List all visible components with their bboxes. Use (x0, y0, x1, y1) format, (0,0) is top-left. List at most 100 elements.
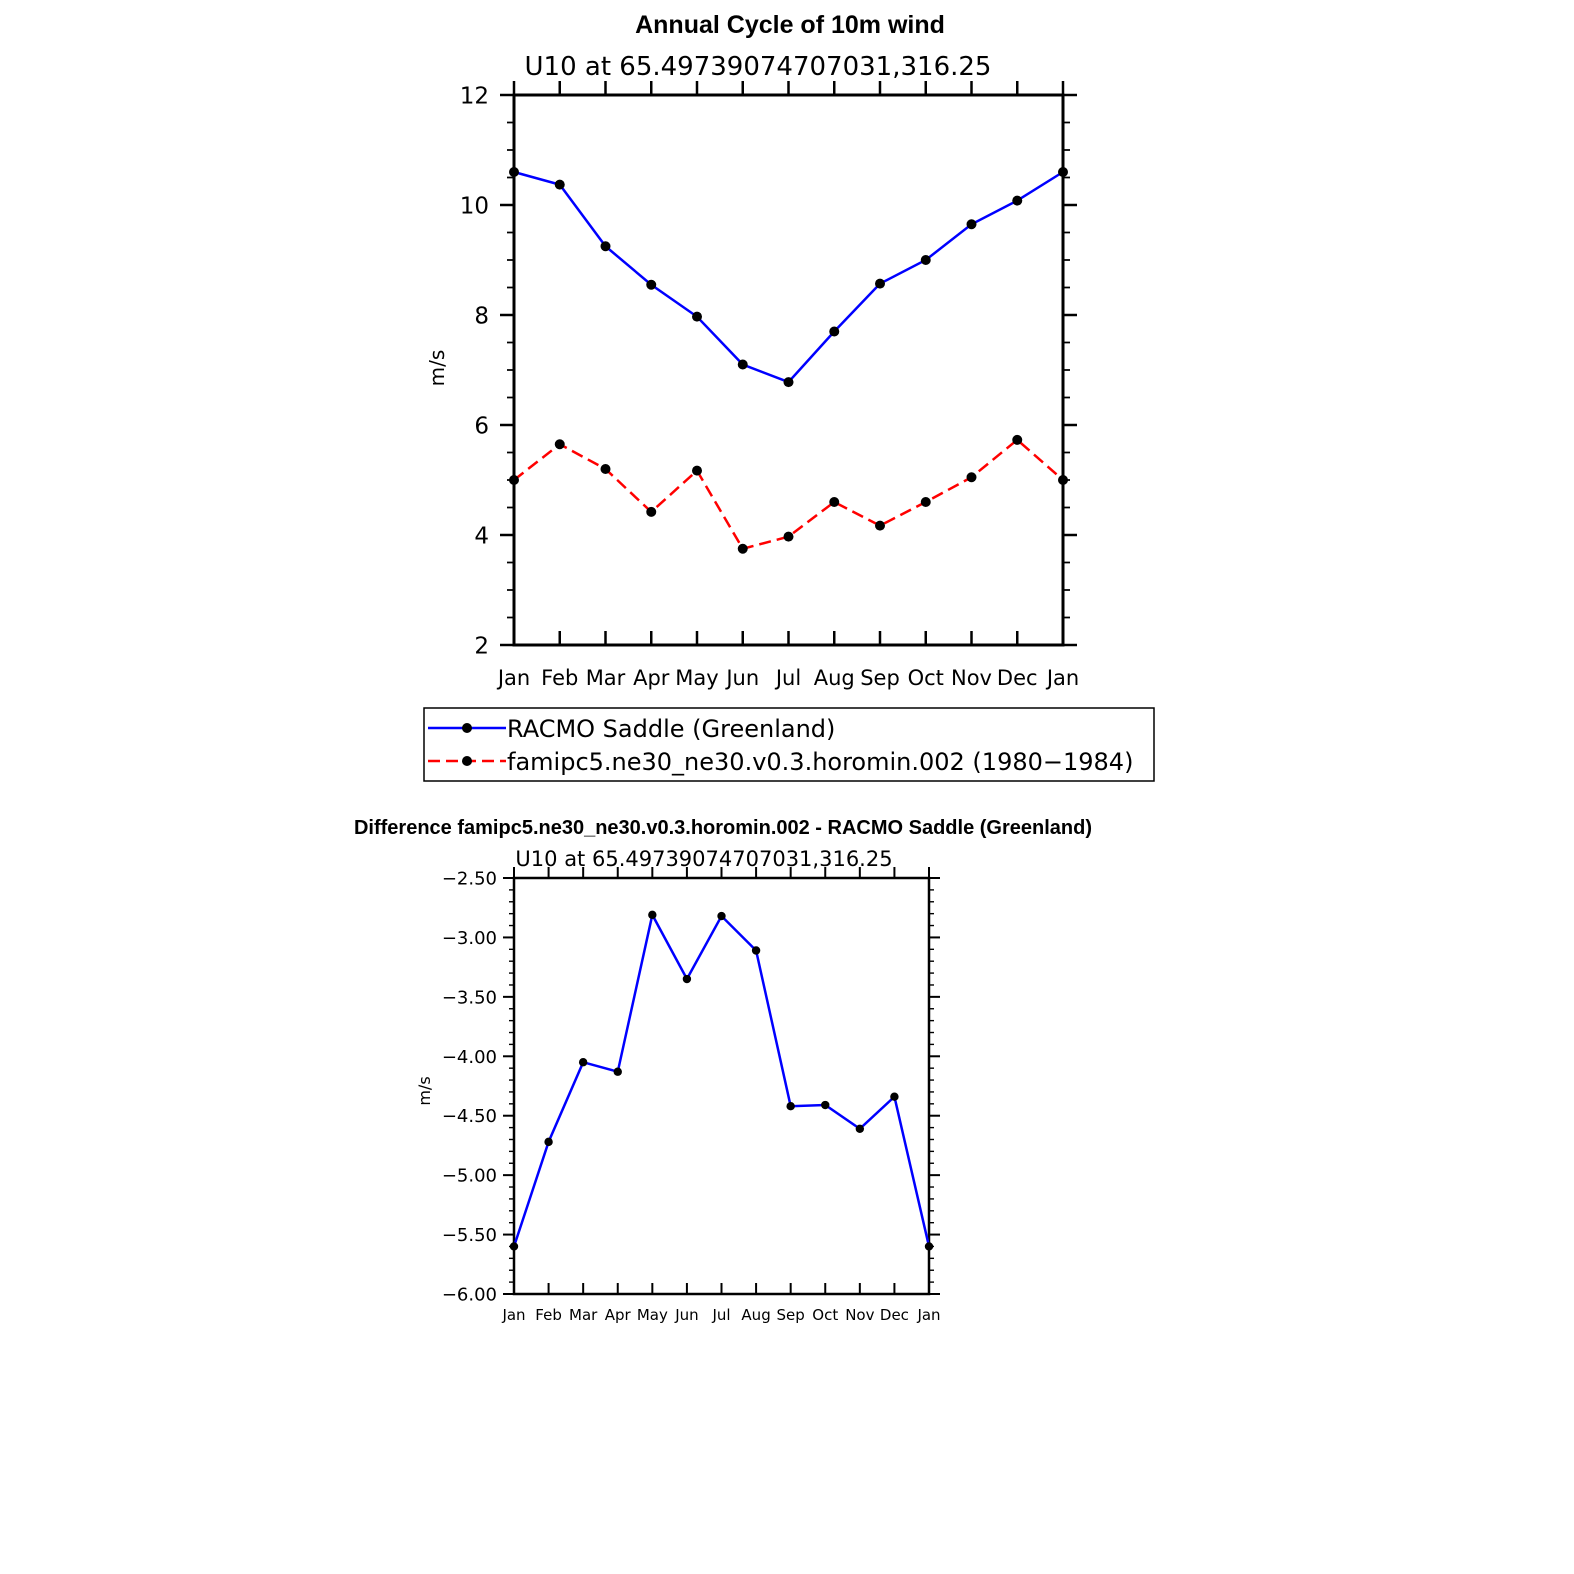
data-point (855, 1124, 865, 1133)
x-tick-label: Apr (633, 666, 670, 690)
data-point (890, 1092, 899, 1101)
chart-title: Difference famipc5.ne30_ne30.v0.3.horomi… (354, 817, 1092, 839)
data-point (646, 279, 657, 290)
x-tick-label: Jun (674, 1306, 698, 1324)
data-point (737, 359, 748, 370)
data-point (920, 255, 931, 265)
series-group (509, 167, 1068, 554)
data-point (692, 465, 702, 476)
plot-frame (512, 93, 1065, 647)
difference-chart: Difference famipc5.ne30_ne30.v0.3.horomi… (354, 817, 1092, 1324)
series-line-0 (512, 911, 931, 1247)
x-tick-label: Sep (860, 666, 900, 690)
data-point (1058, 475, 1068, 485)
data-point (829, 497, 840, 507)
x-tick-label: Jul (774, 666, 801, 690)
x-tick-label: Nov (845, 1306, 874, 1324)
data-point (613, 1067, 622, 1076)
x-tick-label: Jun (724, 666, 759, 690)
series-line-0 (513, 170, 1064, 384)
data-point (751, 946, 761, 955)
series-group (509, 910, 934, 1251)
legend-box (423, 707, 1155, 782)
data-point (875, 278, 885, 289)
x-tick-label: May (637, 1306, 668, 1324)
data-point (737, 543, 748, 554)
legend-marker-model (462, 756, 472, 766)
chart-title: Annual Cycle of 10m wind (635, 11, 945, 39)
x-tick-label: Aug (814, 666, 855, 690)
x-tick-label: Feb (535, 1306, 562, 1324)
legend-label-racmo: RACMO Saddle (Greenland) (507, 715, 835, 743)
y-tick-label: −3.50 (442, 987, 497, 1008)
y-tick-label: −4.00 (442, 1047, 497, 1068)
y-axis-label: m/s (415, 1076, 434, 1105)
y-tick-label: −6.00 (442, 1284, 497, 1305)
legend-label-model: famipc5.ne30_ne30.v0.3.horomin.002 (1980… (507, 748, 1133, 776)
y-tick-label: −5.00 (442, 1166, 497, 1187)
x-tick-label: Oct (908, 666, 944, 690)
axes: Jan Feb Mar Apr May Jun Jul Aug Sep Oct Nov Dec Jan 2… (460, 81, 1079, 690)
x-tick-label: Apr (605, 1306, 632, 1324)
data-point (829, 326, 840, 337)
data-point (509, 1242, 519, 1251)
x-tick-label: Sep (777, 1306, 805, 1324)
y-tick-label: 12 (460, 83, 489, 109)
x-tick-label: May (675, 666, 718, 690)
x-tick-label: Nov (951, 666, 992, 690)
data-point (966, 472, 977, 483)
data-point (875, 520, 885, 531)
data-point (783, 377, 794, 388)
legend-marker-racmo (462, 723, 472, 733)
x-tick-label: Mar (586, 666, 626, 690)
data-point (682, 974, 692, 984)
y-tick-label: 4 (474, 523, 489, 549)
data-point (717, 911, 726, 921)
x-tick-label: Mar (569, 1306, 598, 1324)
x-tick-label: Jan (916, 1306, 940, 1324)
x-tick-label: Jan (496, 666, 530, 690)
data-point (578, 1058, 588, 1067)
x-tick-label: Dec (997, 666, 1038, 690)
data-point (544, 1137, 553, 1147)
chart-subtitle: U10 at 65.49739074707031,316.25 (515, 847, 892, 871)
data-point (786, 1102, 795, 1111)
legend: RACMO Saddle (Greenland) famipc5.ne30_ne… (423, 707, 1155, 782)
x-tick-label: Dec (880, 1306, 909, 1324)
data-point (821, 1100, 830, 1110)
data-point (600, 464, 611, 474)
data-point (646, 506, 657, 517)
x-tick-label: Jul (711, 1306, 730, 1324)
data-point (1058, 167, 1068, 177)
data-point (554, 439, 565, 450)
y-tick-label: 2 (474, 633, 489, 659)
axes: Jan Feb Mar Apr May Jun Jul Aug Sep Oct Nov Dec Jan−… (442, 867, 941, 1324)
data-point (1012, 195, 1023, 206)
data-point (924, 1242, 934, 1251)
data-point (509, 167, 519, 177)
plot-frame (512, 876, 931, 1296)
y-tick-label: −2.50 (442, 868, 497, 889)
data-point (1012, 434, 1023, 445)
chart-subtitle: U10 at 65.49739074707031,316.25 (525, 52, 992, 82)
y-tick-label: −4.50 (442, 1106, 497, 1127)
y-tick-label: 8 (474, 303, 489, 329)
data-point (966, 219, 977, 230)
y-axis-label: m/s (425, 350, 449, 387)
x-tick-label: Jan (1045, 666, 1079, 690)
y-tick-label: −5.50 (442, 1225, 497, 1246)
y-tick-label: 6 (474, 413, 489, 439)
data-point (920, 497, 931, 507)
data-point (554, 179, 565, 190)
data-point (509, 475, 519, 485)
x-tick-label: Feb (541, 666, 578, 690)
x-tick-label: Jan (501, 1306, 525, 1324)
x-tick-label: Aug (741, 1306, 770, 1324)
annual-cycle-chart: Annual Cycle of 10m wind U10 at 65.49739… (423, 11, 1155, 782)
data-point (648, 910, 657, 920)
y-tick-label: 10 (460, 193, 489, 219)
x-tick-label: Oct (812, 1306, 838, 1324)
y-tick-label: −3.00 (442, 928, 497, 949)
data-point (600, 241, 611, 252)
